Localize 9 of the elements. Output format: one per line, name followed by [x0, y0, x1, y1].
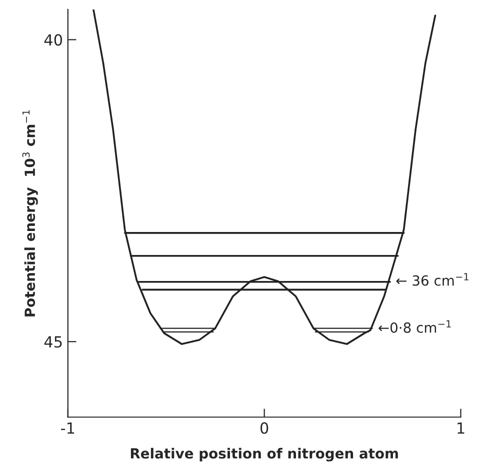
x-tick-label: -1: [61, 422, 74, 434]
y-tick-label: 40: [44, 34, 62, 46]
x-tick-label: 0: [260, 422, 268, 434]
x-axis-title: Relative position of nitrogen atom: [130, 448, 398, 462]
y-axis-title: Potential energy 10$^{3}$ cm$^{−1}$: [22, 110, 38, 316]
y-tick-label: 45: [44, 336, 62, 348]
annotation: ← 36 cm$^{−1}$: [396, 273, 468, 286]
x-tick-label: 1: [458, 422, 464, 434]
annotation: ←0·8 cm$^{−1}$: [378, 320, 451, 333]
